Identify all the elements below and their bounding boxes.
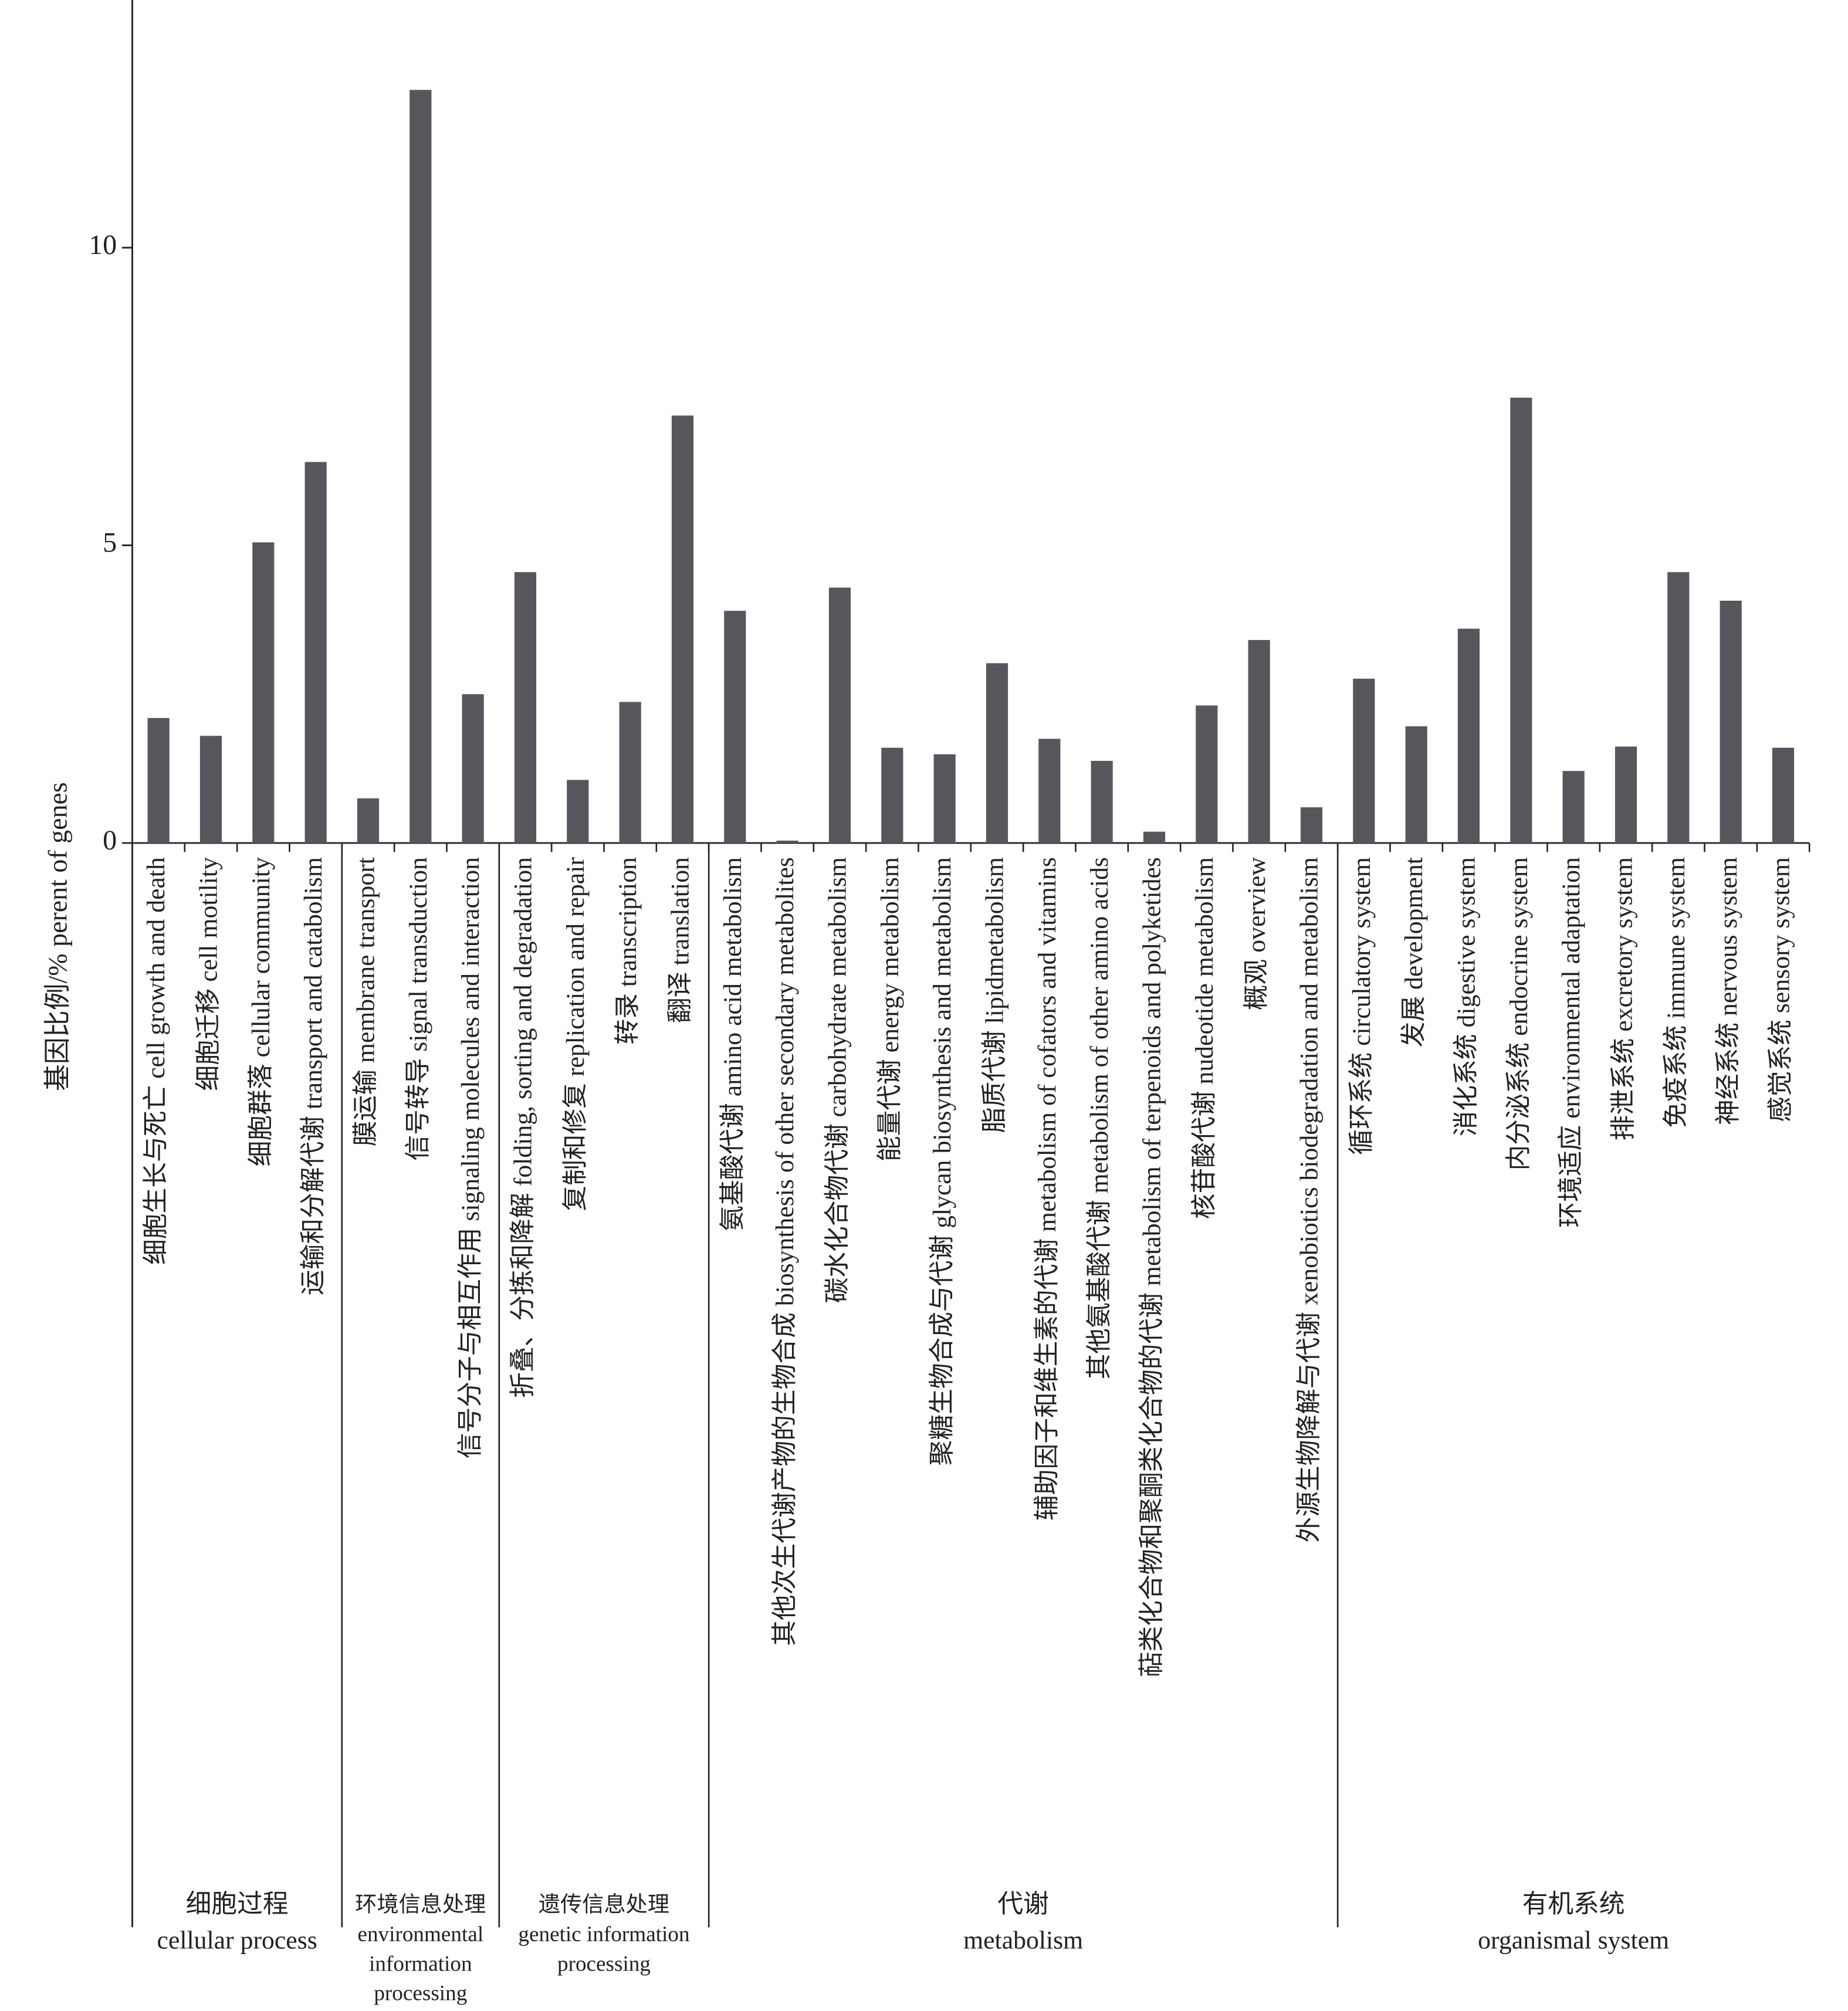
x-tick-label: 信号分子与相互作用 signaling molecules and intera… [456,857,485,1458]
group-label: 环境信息处理 [355,1892,486,1917]
group-label: 细胞过程 [186,1890,289,1918]
x-tick-label: 脂质代谢 lipidmetabolism [981,857,1009,1133]
x-tick-label: 转录 transcription [614,857,642,1045]
group-label: organismal system [1478,1926,1669,1954]
bar [619,702,641,844]
bar [1248,639,1270,844]
x-tick-label: 折叠、分拣和降解 folding, sorting and degradatio… [509,857,537,1398]
x-tick-label: 排泄系统 excretory system [1610,857,1638,1140]
x-tick-label: 感觉系统 sensory system [1767,857,1795,1122]
x-tick-label: 细胞迁移 cell motility [195,857,223,1091]
x-tick-label: 循环系统 circulatory system [1348,857,1376,1155]
y-tick-label: 10 [89,229,117,260]
bar [1196,705,1218,844]
bar [409,90,432,844]
bar [933,754,956,844]
x-tick-label: 萜类化合物和聚酮类化合物的代谢 metabolism of terpenoids… [1138,857,1166,1677]
bar [1667,572,1690,844]
group-label: 遗传信息处理 [539,1892,669,1917]
x-tick-label: 碳水化合物代谢 carbohydrate metabolism [824,857,852,1303]
group-label: environmental [357,1922,483,1946]
y-tick-label: 0 [103,825,117,856]
bar [514,572,537,844]
x-tick-label: 辅助因子和维生素的代谢 metabolism of cofators and v… [1033,857,1061,1521]
y-tick-label: 5 [103,527,117,558]
bar [357,798,380,844]
x-tick-label: 细胞生长与死亡 cell growth and death [142,857,170,1265]
bar [1038,739,1061,844]
bar [671,415,694,844]
x-tick-label: 内分泌系统 endocrine system [1505,857,1533,1170]
bar [881,747,903,844]
bar [828,587,851,844]
group-label: genetic information [518,1922,690,1946]
bar [567,780,589,844]
x-tick-label: 运输和分解代谢 transport and catabolism [299,857,327,1295]
x-tick-label: 核苷酸代谢 nudeotide metabolism [1190,857,1219,1219]
group-label: processing [557,1952,651,1976]
x-tick-label: 概观 overview [1243,857,1271,1011]
x-tick-label: 氨基酸代谢 amino acid metabolism [719,857,747,1231]
bar [776,840,798,844]
bar [1405,726,1427,844]
group-label: metabolism [963,1926,1083,1954]
x-tick-label: 外源生物降解与代谢 xenobiotics biodegradation and… [1295,857,1324,1543]
x-tick-label: 信号转导 signal transduction [404,857,432,1161]
x-tick-label: 环境适应 environmental adaptation [1557,857,1585,1228]
bar [1562,771,1585,844]
bar [304,462,327,844]
group-label: processing [374,1982,467,2006]
group-label: 有机系统 [1522,1890,1625,1918]
bar [724,611,746,844]
bar [1615,746,1637,844]
x-tick-label: 复制和修复 replication and repair [561,857,590,1211]
x-tick-label: 能量代谢 energy metabolism [876,857,904,1162]
x-tick-label: 其他次生代谢产物的生物合成 biosynthesis of other seco… [771,857,799,1646]
x-tick-label: 神经系统 nervous system [1714,857,1742,1125]
bar [1720,600,1742,844]
bar [462,694,484,844]
x-tick-label: 其他氨基酸代谢 metabolism of other amino acids [1085,857,1113,1379]
x-tick-label: 翻译 translation [666,857,695,1023]
y-axis-label: 基因比例/% perent of genes [43,782,73,1091]
x-tick-label: 免疫系统 immune system [1662,857,1690,1128]
bar [1772,747,1795,844]
x-tick-label: 细胞群落 cellular community [247,857,275,1166]
bar [1353,678,1375,844]
bar [1091,760,1113,844]
bar [1510,397,1532,844]
group-label: 代谢 [997,1890,1048,1918]
x-tick-label: 发展 development [1400,857,1428,1047]
bar [1457,628,1480,844]
bar [1143,831,1166,844]
group-label: information [369,1952,472,1976]
bar [147,717,170,844]
bar [199,736,222,844]
bar [986,663,1008,844]
x-tick-label: 消化系统 digestive system [1453,857,1481,1136]
x-tick-label: 膜运输 membrane transport [352,857,380,1146]
x-tick-label: 聚糖生物合成与代谢 glycan biosynthesis and metabo… [928,857,956,1465]
bar [1300,807,1323,844]
group-label: cellular process [157,1926,317,1954]
bar [252,542,275,844]
